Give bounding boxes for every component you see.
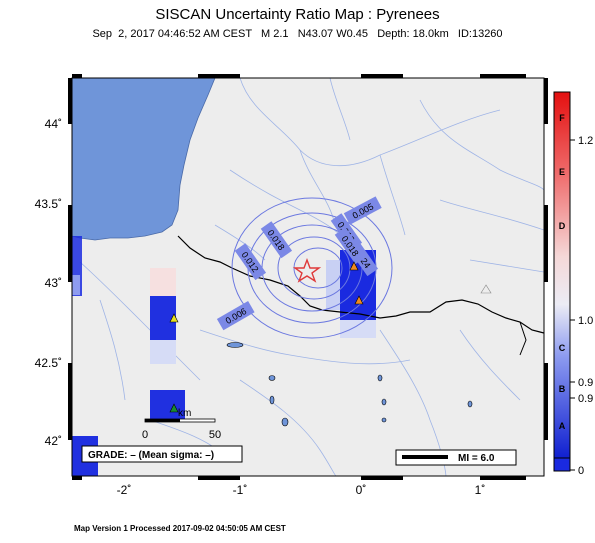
event-info: Sep 2, 2017 04:46:52 AM CEST M 2.1 N43.0…: [92, 28, 503, 40]
scale-end: 50: [209, 429, 221, 441]
map-footer: Map Version 1 Processed 2017-09-02 04:50…: [74, 524, 286, 533]
mi-text: MI = 6.0: [458, 453, 495, 464]
grade-text: GRADE: – (Mean sigma: –): [88, 450, 214, 461]
lon-tick: 0˚: [356, 483, 367, 497]
colorbar-value: 1.0: [578, 315, 593, 327]
lat-tick-labels: 44˚ 43.5˚ 43˚ 42.5˚ 42˚: [35, 117, 62, 448]
grade-letter: F: [559, 113, 565, 123]
lat-tick: 43˚: [45, 276, 62, 290]
border-branch: [519, 321, 527, 356]
colorbar-gradient: [553, 91, 571, 459]
lon-tick: -2˚: [117, 483, 132, 497]
scale-bar: km 0 50: [142, 408, 221, 441]
map-frame: [68, 74, 548, 480]
grade-letter: C: [559, 343, 566, 353]
station-triangle: [480, 284, 492, 294]
lakes: [226, 342, 473, 427]
station-triangle: [169, 403, 179, 413]
colorbar-value: 0.9: [578, 393, 593, 405]
lon-tick-labels: -2˚ -1˚ 0˚ 1˚: [117, 483, 486, 497]
colorbar-value: 1.2: [578, 135, 593, 147]
map-title: SISCAN Uncertainty Ratio Map : Pyrenees: [155, 6, 440, 23]
lat-tick: 43.5˚: [35, 197, 62, 211]
station-triangle: [354, 295, 364, 305]
station-triangle: [349, 261, 359, 271]
lat-tick: 42.5˚: [35, 356, 62, 370]
stations: [169, 261, 492, 413]
sea: [72, 78, 216, 241]
epicenter-star-icon: [292, 258, 322, 283]
lat-tick: 42˚: [45, 434, 62, 448]
mi-legend: MI = 6.0: [395, 449, 517, 466]
scale-start: 0: [142, 429, 148, 441]
grade-box: GRADE: – (Mean sigma: –): [81, 445, 243, 463]
scale-unit: km: [178, 408, 191, 419]
colorbar: F E D C B A 1.2 1.0 0.9 0.9 0: [553, 91, 593, 477]
map-area: 0.005 0.012 0.018 0.024 0.012 0.018 0.00…: [72, 78, 544, 476]
lon-tick: 1˚: [475, 483, 486, 497]
colorbar-value: 0.9: [578, 377, 593, 389]
lon-tick: -1˚: [233, 483, 248, 497]
grade-letter: E: [559, 167, 565, 177]
lat-tick: 44˚: [45, 117, 62, 131]
grade-letter: A: [559, 421, 566, 431]
station-triangle: [169, 313, 179, 323]
grade-letter: D: [559, 221, 566, 231]
grade-letter: B: [559, 384, 566, 394]
colorbar-zero-swatch: [553, 457, 571, 472]
colorbar-value: 0: [578, 465, 584, 477]
